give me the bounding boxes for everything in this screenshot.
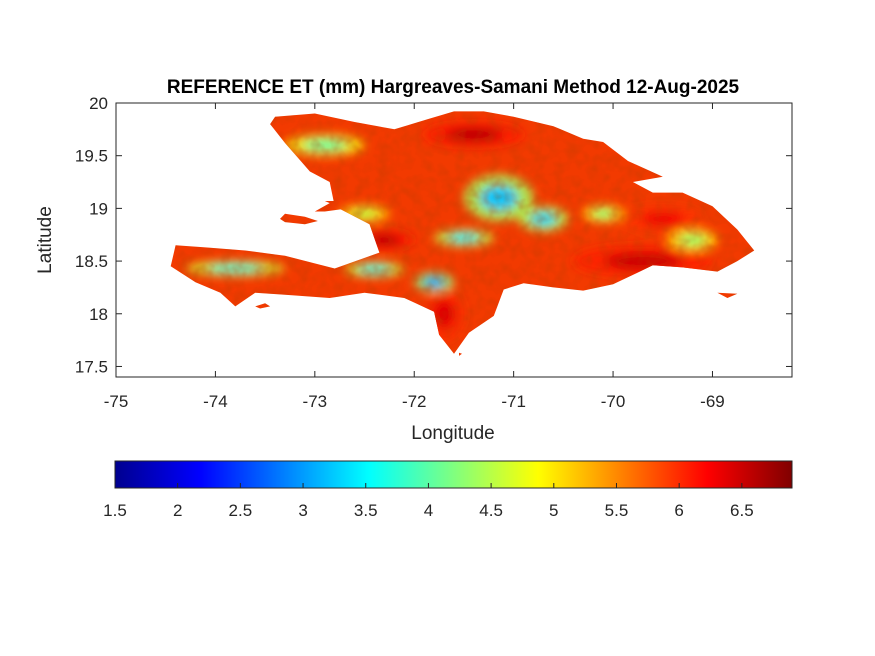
colorbar-gradient <box>114 460 793 489</box>
y-tick-label: 18 <box>89 305 108 324</box>
colorbar-tick-label: 5 <box>549 501 558 520</box>
x-tick-label: -69 <box>700 392 725 411</box>
x-tick-label: -73 <box>303 392 328 411</box>
x-tick-label: -70 <box>601 392 626 411</box>
colorbar-tick-label: 6.5 <box>730 501 754 520</box>
colorbar-tick-label: 1.5 <box>103 501 127 520</box>
x-tick-label: -75 <box>104 392 129 411</box>
colorbar-tick-label: 3.5 <box>354 501 378 520</box>
colorbar-ticks: 1.5 2 2.5 3 3.5 4 4.5 5 5.5 6 6.5 <box>103 483 754 520</box>
x-tick-label: -74 <box>203 392 228 411</box>
colorbar-tick-label: 5.5 <box>605 501 629 520</box>
colorbar: 1.5 2 2.5 3 3.5 4 4.5 5 5.5 6 6.5 <box>103 460 793 520</box>
y-axis-label: Latitude <box>35 206 56 274</box>
colorbar-tick-label: 2 <box>173 501 182 520</box>
colorbar-tick-label: 2.5 <box>229 501 253 520</box>
y-axis: 17.5 18 18.5 19 19.5 20 <box>75 94 792 376</box>
colorbar-tick-label: 6 <box>674 501 683 520</box>
colorbar-tick-label: 4 <box>424 501 433 520</box>
colorbar-tick-label: 4.5 <box>479 501 503 520</box>
chart-title: REFERENCE ET (mm) Hargreaves-Samani Meth… <box>167 77 740 98</box>
et-texture <box>170 111 755 356</box>
x-tick-label: -72 <box>402 392 427 411</box>
axes-box <box>115 102 793 378</box>
et-value-zones <box>170 111 755 356</box>
y-tick-label: 19 <box>89 199 108 218</box>
y-tick-label: 19.5 <box>75 147 108 166</box>
x-axis: -75 -74 -73 -72 -71 -70 -69 <box>104 103 725 411</box>
y-tick-label: 18.5 <box>75 252 108 271</box>
colorbar-tick-label: 3 <box>298 501 307 520</box>
x-tick-label: -71 <box>501 392 526 411</box>
y-tick-label: 20 <box>89 94 108 113</box>
x-axis-label: Longitude <box>411 423 494 444</box>
et-field <box>170 111 755 356</box>
y-tick-label: 17.5 <box>75 357 108 376</box>
map-plot-area: -75 -74 -73 -72 -71 -70 -69 17.5 18 18.5 19 19.5 20 <box>75 94 793 411</box>
